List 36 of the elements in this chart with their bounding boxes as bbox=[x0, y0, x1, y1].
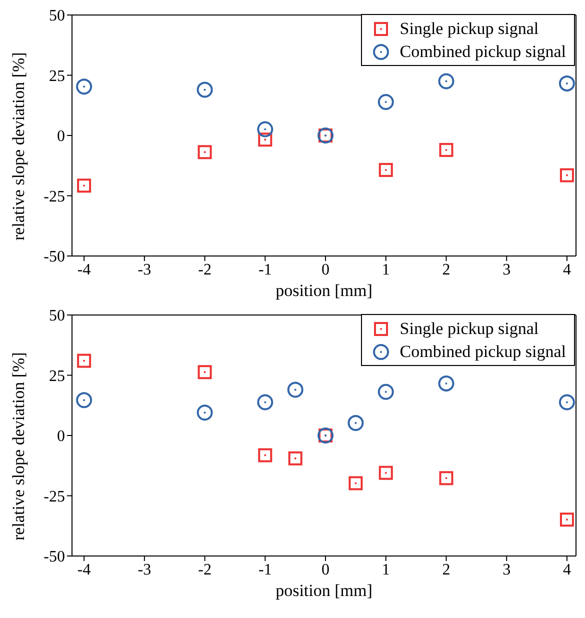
legend-label: Single pickup signal bbox=[400, 18, 539, 40]
x-tick-label: 4 bbox=[562, 561, 571, 578]
y-tick-label: 25 bbox=[49, 368, 65, 385]
y-tick-label: -50 bbox=[44, 548, 65, 566]
x-tick-label: -1 bbox=[258, 261, 272, 278]
x-tick-label: 0 bbox=[322, 261, 330, 278]
x-tick-label: 3 bbox=[502, 561, 511, 578]
x-tick-label: 1 bbox=[382, 561, 390, 578]
y-tick-label: 50 bbox=[49, 8, 65, 25]
x-tick-label: -4 bbox=[77, 261, 91, 278]
x-tick-label: -4 bbox=[77, 561, 91, 578]
y-tick-label: 0 bbox=[57, 128, 65, 146]
legend-label: Combined pickup signal bbox=[400, 341, 566, 363]
x-tick-label: 4 bbox=[562, 261, 571, 278]
x-tick-label: -3 bbox=[138, 261, 152, 278]
x-tick-label: -3 bbox=[138, 561, 152, 578]
y-tick-label: 25 bbox=[49, 68, 65, 85]
x-tick-label: 0 bbox=[322, 561, 330, 578]
x-tick-label: 1 bbox=[382, 261, 390, 278]
y-tick-label: -50 bbox=[44, 248, 65, 266]
x-axis-title: position [mm] bbox=[276, 281, 372, 300]
y-tick-label: -25 bbox=[44, 488, 65, 506]
x-axis-title: position [mm] bbox=[276, 581, 372, 600]
y-tick-label: 50 bbox=[49, 308, 65, 325]
x-tick-label: 2 bbox=[442, 261, 450, 278]
x-tick-label: -1 bbox=[258, 561, 272, 578]
y-axis-title: relative slope deviation [%] bbox=[9, 52, 28, 240]
x-tick-label: 3 bbox=[502, 261, 511, 278]
legend-label: Single pickup signal bbox=[400, 318, 539, 340]
x-tick-label: -2 bbox=[198, 561, 212, 578]
y-axis-title: relative slope deviation [%] bbox=[9, 352, 28, 540]
y-tick-label: 0 bbox=[57, 428, 65, 446]
legend-label: Combined pickup signal bbox=[400, 41, 566, 63]
x-tick-label: 2 bbox=[442, 561, 450, 578]
y-tick-label: -25 bbox=[44, 188, 65, 206]
x-tick-label: -2 bbox=[198, 261, 212, 278]
